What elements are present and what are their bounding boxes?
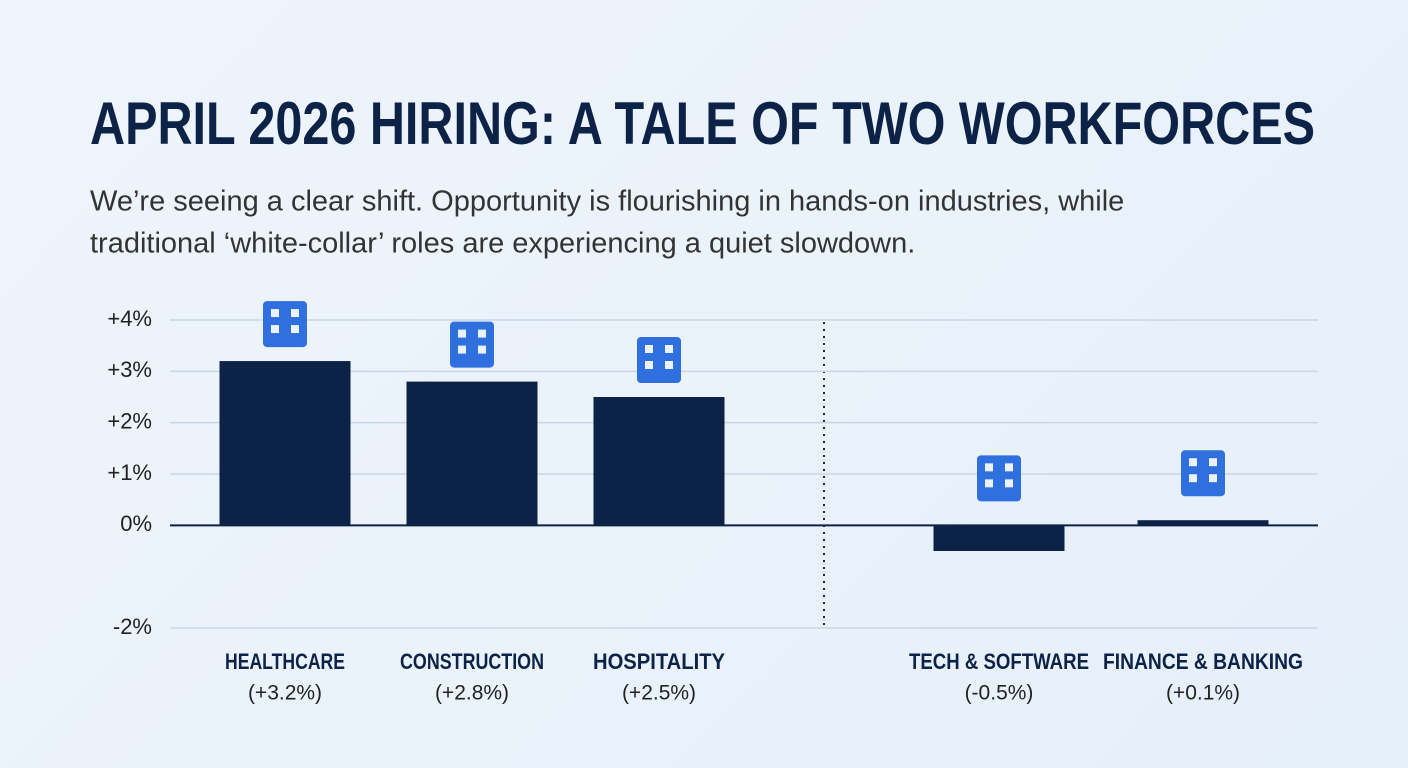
icon-part	[1189, 474, 1197, 483]
y-tick-label: +4%	[107, 306, 152, 331]
icon-part	[478, 329, 486, 338]
subtitle: traditional ‘white-collar’ roles are exp…	[90, 228, 915, 260]
value-label: (+2.5%)	[622, 682, 696, 705]
icon-part	[1209, 474, 1217, 483]
icon-part	[665, 361, 673, 369]
value-label: (+3.2%)	[248, 682, 322, 705]
icon-part	[1005, 479, 1013, 488]
bar	[219, 361, 351, 526]
icon-part	[665, 345, 673, 353]
icon-part	[1005, 463, 1013, 472]
chart-title: APRIL 2026 HIRING: A TALE OF TWO WORKFOR…	[90, 90, 1315, 157]
icon-part	[291, 309, 299, 318]
icon-part	[478, 345, 486, 354]
y-tick-label: -2%	[113, 614, 152, 639]
icon-part	[1181, 450, 1225, 497]
y-tick-label: +3%	[107, 357, 152, 382]
bar	[406, 381, 538, 526]
icon	[977, 455, 1021, 502]
icon-part	[458, 345, 466, 354]
icon-part	[977, 455, 1021, 502]
bar	[593, 397, 725, 526]
category-label: HOSPITALITY	[593, 649, 725, 674]
y-tick-label: +2%	[107, 408, 152, 433]
icon-part	[263, 301, 307, 348]
icon	[637, 337, 681, 383]
bar	[1137, 520, 1269, 526]
icon-part	[291, 325, 299, 334]
y-tick-label: 0%	[120, 511, 152, 536]
value-label: (+0.1%)	[1166, 682, 1240, 705]
icon-part	[458, 329, 466, 338]
icon	[450, 321, 494, 368]
icon-part	[271, 325, 279, 334]
icon	[1181, 450, 1225, 497]
category-label: CONSTRUCTION	[400, 649, 544, 674]
icon-part	[271, 309, 279, 318]
category-label: FINANCE & BANKING	[1103, 649, 1303, 674]
value-label: (-0.5%)	[965, 682, 1034, 705]
icon	[263, 301, 307, 348]
icon-part	[985, 479, 993, 488]
icon-part	[1189, 458, 1197, 467]
icon-part	[645, 345, 653, 353]
category-label: HEALTHCARE	[225, 649, 345, 674]
icon-part	[1209, 458, 1217, 467]
category-label: TECH & SOFTWARE	[909, 649, 1089, 674]
icon-part	[637, 337, 681, 383]
value-label: (+2.8%)	[435, 682, 509, 705]
subtitle: We’re seeing a clear shift. Opportunity …	[90, 186, 1124, 218]
icon-part	[450, 321, 494, 368]
y-tick-label: +1%	[107, 460, 152, 485]
icon-part	[645, 361, 653, 369]
icon-part	[985, 463, 993, 472]
bar	[933, 525, 1065, 551]
